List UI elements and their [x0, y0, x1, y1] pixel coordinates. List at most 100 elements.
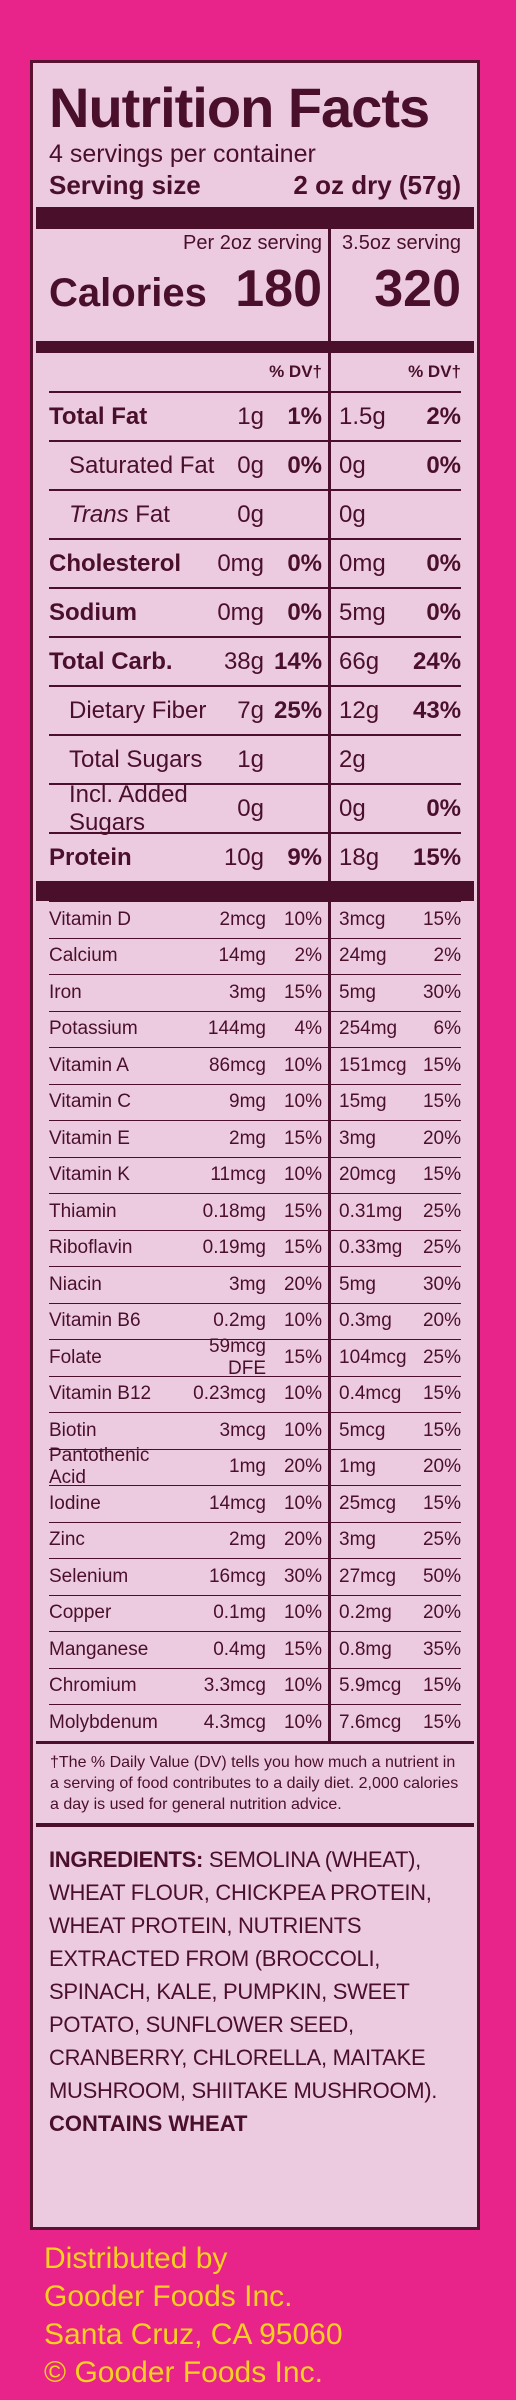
vitamin-dv-1: 30%: [283, 1565, 322, 1587]
vitamin-dv-2: 20%: [422, 1310, 461, 1332]
col1-header: Per 2oz serving: [183, 232, 322, 254]
vitamin-name: Calcium: [49, 945, 118, 967]
vitamin-amount-1: 3mg: [229, 1273, 266, 1295]
vitamin-col-1: Vitamin B6 0.2mg 10%: [49, 1303, 331, 1339]
calories-value-2: 320: [374, 260, 461, 318]
vitamin-col-1: Vitamin C 9mg 10%: [49, 1084, 331, 1120]
nutrient-name-italic: Trans: [69, 500, 129, 528]
vitamin-amount-1: 16mcg: [208, 1565, 266, 1587]
vitamin-dv-2: 20%: [422, 1127, 461, 1149]
nutrient-col-2: 5mg 0%: [331, 599, 461, 627]
ingredients-divider: [36, 1822, 474, 1827]
calories-row: Calories 180: [49, 257, 322, 321]
vitamin-dv-2: 20%: [422, 1602, 461, 1624]
vitamin-amount-2: 24mg: [339, 945, 387, 967]
nutrient-amount-2: 12g: [339, 696, 380, 724]
nutrient-name: Protein: [49, 843, 132, 871]
nutrient-col-2: 0g: [331, 501, 461, 529]
vitamin-col-1: Vitamin D 2mcg 10%: [49, 902, 331, 938]
vitamin-amount-1: 0.18mg: [202, 1200, 266, 1222]
dv-header-1: % DV†: [49, 353, 331, 391]
nutrition-facts-title: Nutrition Facts: [49, 76, 430, 139]
vitamin-row: Thiamin 0.18mg 15% 0.31mg 25%: [49, 1193, 461, 1230]
vitamin-mineral-list: Vitamin D 2mcg 10% 3mcg 15% Calcium 14mg 2% 24mg…: [49, 901, 461, 1741]
vitamin-row: Chromium 3.3mcg 10% 5.9mcg 15%: [49, 1667, 461, 1704]
nutrient-col-2: 0g 0%: [331, 795, 461, 823]
vitamin-col-2: 254mg 6%: [331, 1018, 461, 1040]
nutrient-row: Saturated Fat 0g 0% 0g 0%: [49, 440, 461, 489]
vitamin-name: Vitamin E: [49, 1127, 130, 1149]
nutrient-amount-1: 1g: [237, 745, 264, 773]
vitamin-col-2: 5mcg 15%: [331, 1420, 461, 1442]
vitamin-dv-1: 10%: [283, 1602, 322, 1624]
vitamin-amount-1: 3.3mcg: [203, 1675, 266, 1697]
vitamin-col-1: Vitamin K 11mcg 10%: [49, 1157, 331, 1193]
serving-size-label: Serving size: [49, 170, 201, 200]
vitamin-amount-2: 3mg: [339, 1127, 376, 1149]
nutrient-col-1: Total Fat 1g 1%: [49, 393, 331, 440]
vitamin-amount-2: 3mcg: [339, 908, 386, 930]
nutrient-dv-1: 9%: [287, 843, 322, 871]
vitamin-row: Folate 59mcg DFE 15% 104mcg 25%: [49, 1336, 461, 1379]
vitamin-col-1: Selenium 16mcg 30%: [49, 1559, 331, 1595]
dv-header-row: % DV† % DV†: [49, 353, 461, 391]
vitamin-col-2: 7.6mcg 15%: [331, 1712, 461, 1734]
nutrient-amount-1: 0mg: [217, 549, 264, 577]
vitamin-row: Iodine 14mcg 10% 25mcg 15%: [49, 1485, 461, 1522]
vitamin-row: Vitamin E 2mg 15% 3mg 20%: [49, 1120, 461, 1157]
nutrient-dv-2: 24%: [413, 647, 462, 675]
servings-per-container: 4 servings per container: [49, 140, 316, 168]
vitamin-amount-2: 5mcg: [339, 1419, 386, 1441]
vitamin-amount-1: 11mcg: [210, 1164, 266, 1186]
vitamin-amount-1: 144mg: [207, 1018, 266, 1040]
vitamin-amount-2: 7.6mcg: [339, 1711, 402, 1733]
vitamin-dv-2: 25%: [422, 1346, 461, 1368]
vitamin-row: Iron 3mg 15% 5mg 30%: [49, 974, 461, 1011]
nutrient-dv-1: 25%: [274, 696, 323, 724]
vitamin-col-2: 1mg 20%: [331, 1456, 461, 1478]
vitamin-dv-1: 20%: [283, 1456, 322, 1478]
vitamin-dv-1: 10%: [283, 1419, 322, 1441]
vitamin-name: Vitamin K: [49, 1164, 130, 1186]
vitamin-amount-1: 0.4mg: [213, 1638, 266, 1660]
vitamin-amount-2: 25mcg: [339, 1492, 397, 1514]
nutrient-dv-1: 1%: [287, 402, 322, 430]
vitamin-name: Vitamin A: [49, 1054, 129, 1076]
vitamin-amount-2: 5.9mcg: [339, 1675, 402, 1697]
vitamin-amount-2: 0.3mg: [339, 1310, 392, 1332]
vitamin-name: Chromium: [49, 1675, 137, 1697]
nutrient-dv-2: 43%: [413, 696, 462, 724]
nutrient-row: Sodium 0mg 0% 5mg 0%: [49, 587, 461, 636]
nutrient-dv-2: 2%: [426, 402, 461, 430]
nutrient-col-2: 2g: [331, 746, 461, 774]
vitamin-name: Riboflavin: [49, 1237, 133, 1259]
vitamin-row: Riboflavin 0.19mg 15% 0.33mg 25%: [49, 1229, 461, 1266]
vitamin-name: Potassium: [49, 1018, 138, 1040]
calories-col-2: 3.5oz serving 320: [331, 229, 461, 341]
vitamin-name: Vitamin C: [49, 1091, 132, 1113]
vitamin-dv-2: 2%: [433, 945, 461, 967]
calories-value-1: 180: [235, 260, 322, 318]
vitamin-amount-1: 14mcg: [208, 1492, 266, 1514]
distributor-info: Distributed by Gooder Foods Inc. Santa C…: [44, 2240, 343, 2392]
vitamin-amount-2: 0.2mg: [339, 1602, 392, 1624]
vitamin-amount-1: 14mg: [218, 945, 266, 967]
vitamin-amount-1: 0.2mg: [213, 1310, 266, 1332]
vitamin-col-2: 20mcg 15%: [331, 1164, 461, 1186]
vitamin-dv-2: 15%: [422, 1091, 461, 1113]
nutrient-col-1: Total Sugars 1g: [49, 736, 331, 783]
vitamin-col-2: 0.2mg 20%: [331, 1602, 461, 1624]
calories-col-1: Per 2oz serving Calories 180: [49, 229, 331, 341]
vitamin-col-2: 24mg 2%: [331, 945, 461, 967]
nutrient-dv-1: 0%: [287, 451, 322, 479]
nutrient-col-1: Incl. Added Sugars 0g: [49, 781, 331, 836]
vitamin-col-1: Riboflavin 0.19mg 15%: [49, 1230, 331, 1266]
nutrient-amount-1: 0g: [237, 500, 264, 528]
vitamin-dv-1: 15%: [283, 1200, 322, 1222]
vitamin-col-1: Vitamin B12 0.23mcg 10%: [49, 1376, 331, 1412]
nutrient-col-2: 0mg 0%: [331, 550, 461, 578]
vitamin-col-2: 15mg 15%: [331, 1091, 461, 1113]
vitamin-name: Iodine: [49, 1492, 101, 1514]
nutrient-row: Dietary Fiber 7g 25% 12g 43%: [49, 685, 461, 734]
vitamin-col-1: Biotin 3mcg 10%: [49, 1413, 331, 1449]
